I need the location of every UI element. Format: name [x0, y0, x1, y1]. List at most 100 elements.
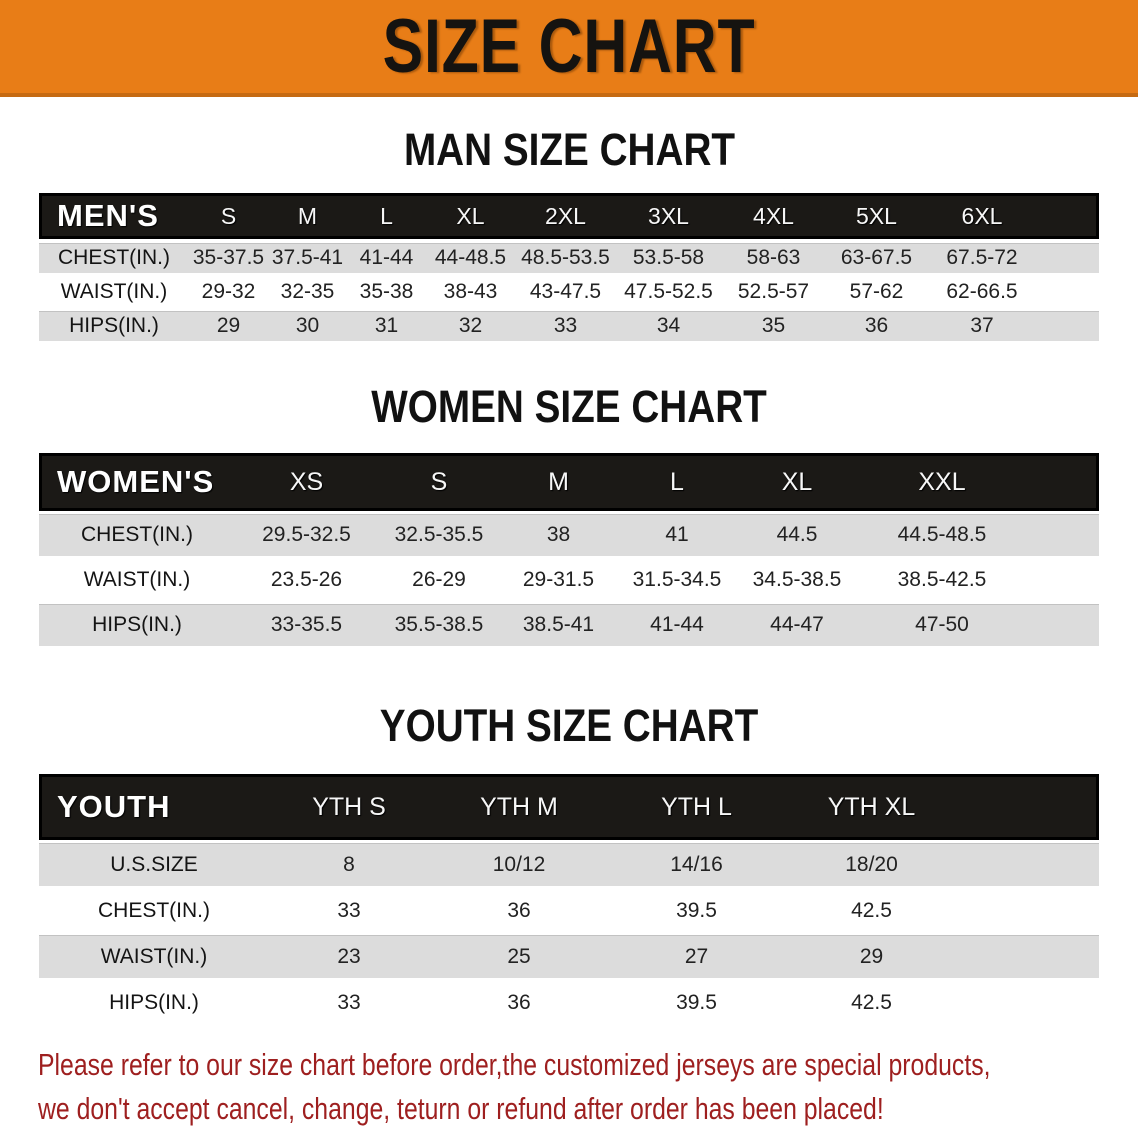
women-header-row: WOMEN'S XS S M L XL XXL — [39, 453, 1099, 511]
size-value: 36 — [826, 311, 927, 341]
size-value: 27 — [609, 935, 784, 978]
row-spacer — [1027, 559, 1099, 601]
row-spacer — [1027, 604, 1099, 646]
column-header: L — [617, 453, 737, 511]
size-value: 32-35 — [268, 277, 347, 307]
size-value: 44-48.5 — [426, 243, 515, 273]
size-value: 47.5-52.5 — [616, 277, 721, 307]
size-value: 47-50 — [857, 604, 1027, 646]
header-spacer — [1037, 193, 1099, 239]
size-value: 31.5-34.5 — [617, 559, 737, 601]
table-row: WAIST(IN.) 23.5-26 26-29 29-31.5 31.5-34.5 34… — [39, 559, 1099, 601]
size-value: 30 — [268, 311, 347, 341]
size-value: 57-62 — [826, 277, 927, 307]
size-value: 63-67.5 — [826, 243, 927, 273]
size-value: 23.5-26 — [235, 559, 378, 601]
size-value: 23 — [269, 935, 429, 978]
size-value: 34.5-38.5 — [737, 559, 857, 601]
table-row: CHEST(IN.) 33 36 39.5 42.5 — [39, 889, 1099, 932]
size-value: 18/20 — [784, 843, 959, 886]
row-label: WAIST(IN.) — [39, 559, 235, 601]
section-title-youth: YOUTH SIZE CHART — [379, 700, 759, 751]
size-value: 36 — [429, 889, 609, 932]
row-label: CHEST(IN.) — [39, 243, 189, 273]
size-value: 33 — [269, 981, 429, 1024]
column-header: 3XL — [616, 193, 721, 239]
table-row: WAIST(IN.) 23 25 27 29 — [39, 935, 1099, 978]
size-value: 25 — [429, 935, 609, 978]
column-header: 5XL — [826, 193, 927, 239]
youth-size-table: YOUTH YTH S YTH M YTH L YTH XL U.S.SIZE 8 10/12… — [39, 771, 1099, 1027]
size-value: 53.5-58 — [616, 243, 721, 273]
size-value: 29-32 — [189, 277, 268, 307]
size-value: 35 — [721, 311, 826, 341]
size-value: 31 — [347, 311, 426, 341]
size-value: 35-37.5 — [189, 243, 268, 273]
row-label: WAIST(IN.) — [39, 935, 269, 978]
disclaimer: Please refer to our size chart before or… — [38, 1043, 1138, 1131]
youth-corner-label: YOUTH — [39, 774, 269, 840]
size-value: 44-47 — [737, 604, 857, 646]
row-spacer — [959, 935, 1099, 978]
size-value: 37.5-41 — [268, 243, 347, 273]
row-label: HIPS(IN.) — [39, 981, 269, 1024]
men-corner-label: MEN'S — [39, 193, 189, 239]
size-value: 32 — [426, 311, 515, 341]
row-label: CHEST(IN.) — [39, 889, 269, 932]
column-header: 6XL — [927, 193, 1037, 239]
column-header: XL — [737, 453, 857, 511]
men-size-table: MEN'S S M L XL 2XL 3XL 4XL 5XL 6XL CHEST(IN.) 35-37… — [39, 189, 1099, 345]
header-spacer — [1027, 453, 1099, 511]
men-header-row: MEN'S S M L XL 2XL 3XL 4XL 5XL 6XL — [39, 193, 1099, 239]
size-value: 48.5-53.5 — [515, 243, 616, 273]
size-value: 29 — [189, 311, 268, 341]
size-value: 29 — [784, 935, 959, 978]
size-value: 41 — [617, 514, 737, 556]
size-value: 26-29 — [378, 559, 500, 601]
size-value: 38.5-42.5 — [857, 559, 1027, 601]
size-value: 8 — [269, 843, 429, 886]
header-spacer — [959, 774, 1099, 840]
table-row: HIPS(IN.) 29 30 31 32 33 34 35 36 37 — [39, 311, 1099, 341]
size-value: 42.5 — [784, 889, 959, 932]
row-spacer — [959, 889, 1099, 932]
disclaimer-line-1: Please refer to our size chart before or… — [38, 1047, 991, 1082]
size-chart-banner: SIZE CHART — [0, 0, 1138, 97]
youth-header-row: YOUTH YTH S YTH M YTH L YTH XL — [39, 774, 1099, 840]
size-value: 14/16 — [609, 843, 784, 886]
section-title-women: WOMEN SIZE CHART — [371, 381, 767, 432]
size-value: 38-43 — [426, 277, 515, 307]
size-value: 41-44 — [347, 243, 426, 273]
column-header: XXL — [857, 453, 1027, 511]
table-row: U.S.SIZE 8 10/12 14/16 18/20 — [39, 843, 1099, 886]
column-header: YTH S — [269, 774, 429, 840]
size-value: 33-35.5 — [235, 604, 378, 646]
column-header: L — [347, 193, 426, 239]
row-spacer — [1037, 243, 1099, 273]
size-value: 35-38 — [347, 277, 426, 307]
size-value: 33 — [269, 889, 429, 932]
column-header: 2XL — [515, 193, 616, 239]
size-value: 52.5-57 — [721, 277, 826, 307]
column-header: S — [189, 193, 268, 239]
column-header: S — [378, 453, 500, 511]
size-value: 44.5-48.5 — [857, 514, 1027, 556]
disclaimer-line-2: we don't accept cancel, change, teturn o… — [38, 1091, 884, 1126]
table-row: CHEST(IN.) 35-37.5 37.5-41 41-44 44-48.5 48.5… — [39, 243, 1099, 273]
row-label: U.S.SIZE — [39, 843, 269, 886]
size-value: 29.5-32.5 — [235, 514, 378, 556]
section-title-men: MAN SIZE CHART — [403, 124, 735, 175]
table-row: CHEST(IN.) 29.5-32.5 32.5-35.5 38 41 44.5 44.5… — [39, 514, 1099, 556]
row-spacer — [1037, 277, 1099, 307]
row-label: HIPS(IN.) — [39, 604, 235, 646]
size-value: 62-66.5 — [927, 277, 1037, 307]
row-label: CHEST(IN.) — [39, 514, 235, 556]
size-value: 36 — [429, 981, 609, 1024]
women-size-table: WOMEN'S XS S M L XL XXL CHEST(IN.) 29.5-32.5 32.5… — [39, 450, 1099, 649]
size-value: 42.5 — [784, 981, 959, 1024]
table-row: WAIST(IN.) 29-32 32-35 35-38 38-43 43-47.5 47.… — [39, 277, 1099, 307]
row-label: HIPS(IN.) — [39, 311, 189, 341]
row-label: WAIST(IN.) — [39, 277, 189, 307]
row-spacer — [959, 981, 1099, 1024]
column-header: XS — [235, 453, 378, 511]
